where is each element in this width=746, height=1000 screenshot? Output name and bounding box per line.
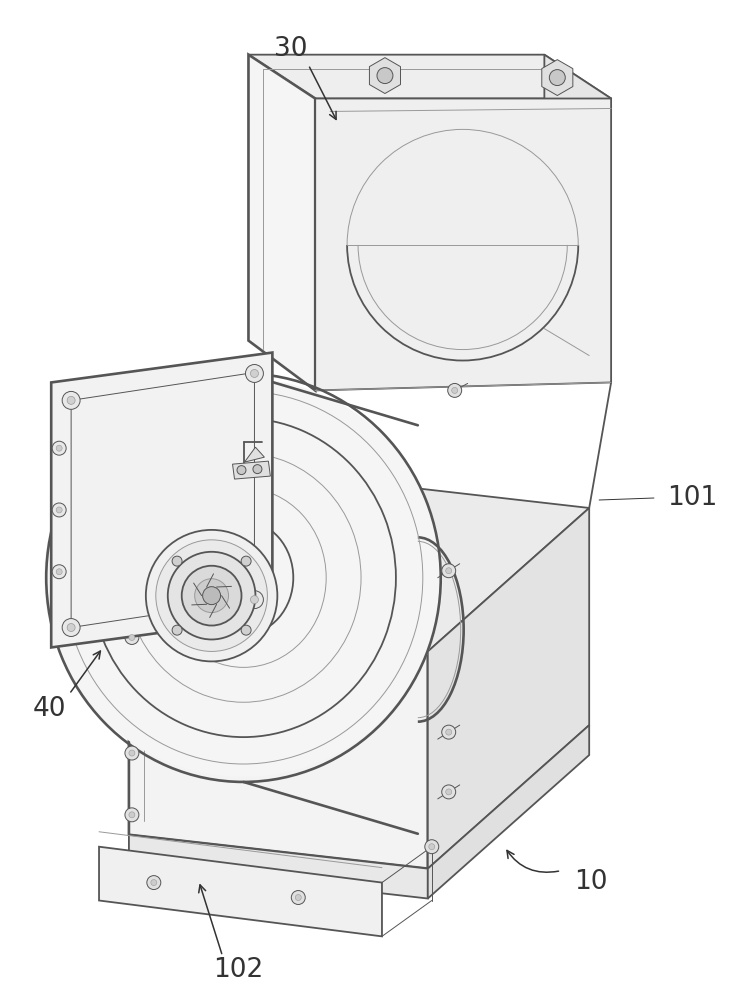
Circle shape (442, 785, 456, 799)
Circle shape (56, 569, 62, 575)
Circle shape (125, 631, 139, 644)
Circle shape (168, 552, 255, 639)
Polygon shape (545, 55, 611, 382)
Circle shape (62, 391, 80, 409)
Circle shape (442, 725, 456, 739)
Polygon shape (245, 447, 264, 462)
Circle shape (245, 591, 263, 609)
Circle shape (445, 568, 452, 574)
Circle shape (156, 540, 267, 651)
Circle shape (251, 369, 258, 377)
Circle shape (245, 365, 263, 382)
Polygon shape (427, 725, 589, 899)
Circle shape (195, 579, 228, 613)
Polygon shape (316, 99, 611, 390)
Polygon shape (51, 353, 272, 647)
Circle shape (448, 383, 462, 397)
Circle shape (241, 556, 251, 566)
Circle shape (377, 68, 393, 84)
Circle shape (129, 634, 135, 640)
Polygon shape (248, 55, 611, 99)
Circle shape (295, 895, 301, 901)
Circle shape (251, 596, 258, 604)
Circle shape (56, 507, 62, 513)
Circle shape (44, 378, 442, 777)
Text: 10: 10 (574, 869, 608, 895)
Circle shape (67, 624, 75, 632)
Circle shape (56, 445, 62, 451)
Polygon shape (129, 835, 427, 899)
Circle shape (67, 396, 75, 404)
Circle shape (52, 441, 66, 455)
Polygon shape (427, 508, 589, 869)
Polygon shape (542, 60, 573, 96)
Polygon shape (129, 618, 427, 869)
Circle shape (237, 466, 246, 475)
Circle shape (62, 619, 80, 636)
Circle shape (146, 530, 278, 661)
Text: 40: 40 (33, 696, 66, 722)
Circle shape (129, 812, 135, 818)
Circle shape (52, 565, 66, 579)
Polygon shape (248, 55, 316, 390)
Polygon shape (233, 461, 270, 479)
Polygon shape (369, 58, 401, 94)
Circle shape (147, 876, 161, 890)
Circle shape (172, 556, 182, 566)
Circle shape (429, 844, 435, 850)
Circle shape (452, 387, 458, 393)
Text: 30: 30 (274, 36, 307, 62)
Circle shape (172, 625, 182, 635)
Circle shape (291, 891, 305, 904)
Circle shape (52, 503, 66, 517)
Polygon shape (129, 474, 589, 651)
Circle shape (445, 789, 452, 795)
Circle shape (241, 625, 251, 635)
Polygon shape (99, 847, 382, 936)
Circle shape (129, 750, 135, 756)
Circle shape (445, 729, 452, 735)
Circle shape (125, 808, 139, 822)
Circle shape (549, 70, 565, 86)
Circle shape (182, 566, 242, 626)
Circle shape (125, 746, 139, 760)
Circle shape (424, 840, 439, 854)
Text: 101: 101 (667, 485, 717, 511)
Circle shape (151, 880, 157, 886)
Circle shape (442, 564, 456, 578)
Circle shape (253, 465, 262, 474)
Text: 102: 102 (213, 957, 263, 983)
Circle shape (203, 587, 221, 605)
